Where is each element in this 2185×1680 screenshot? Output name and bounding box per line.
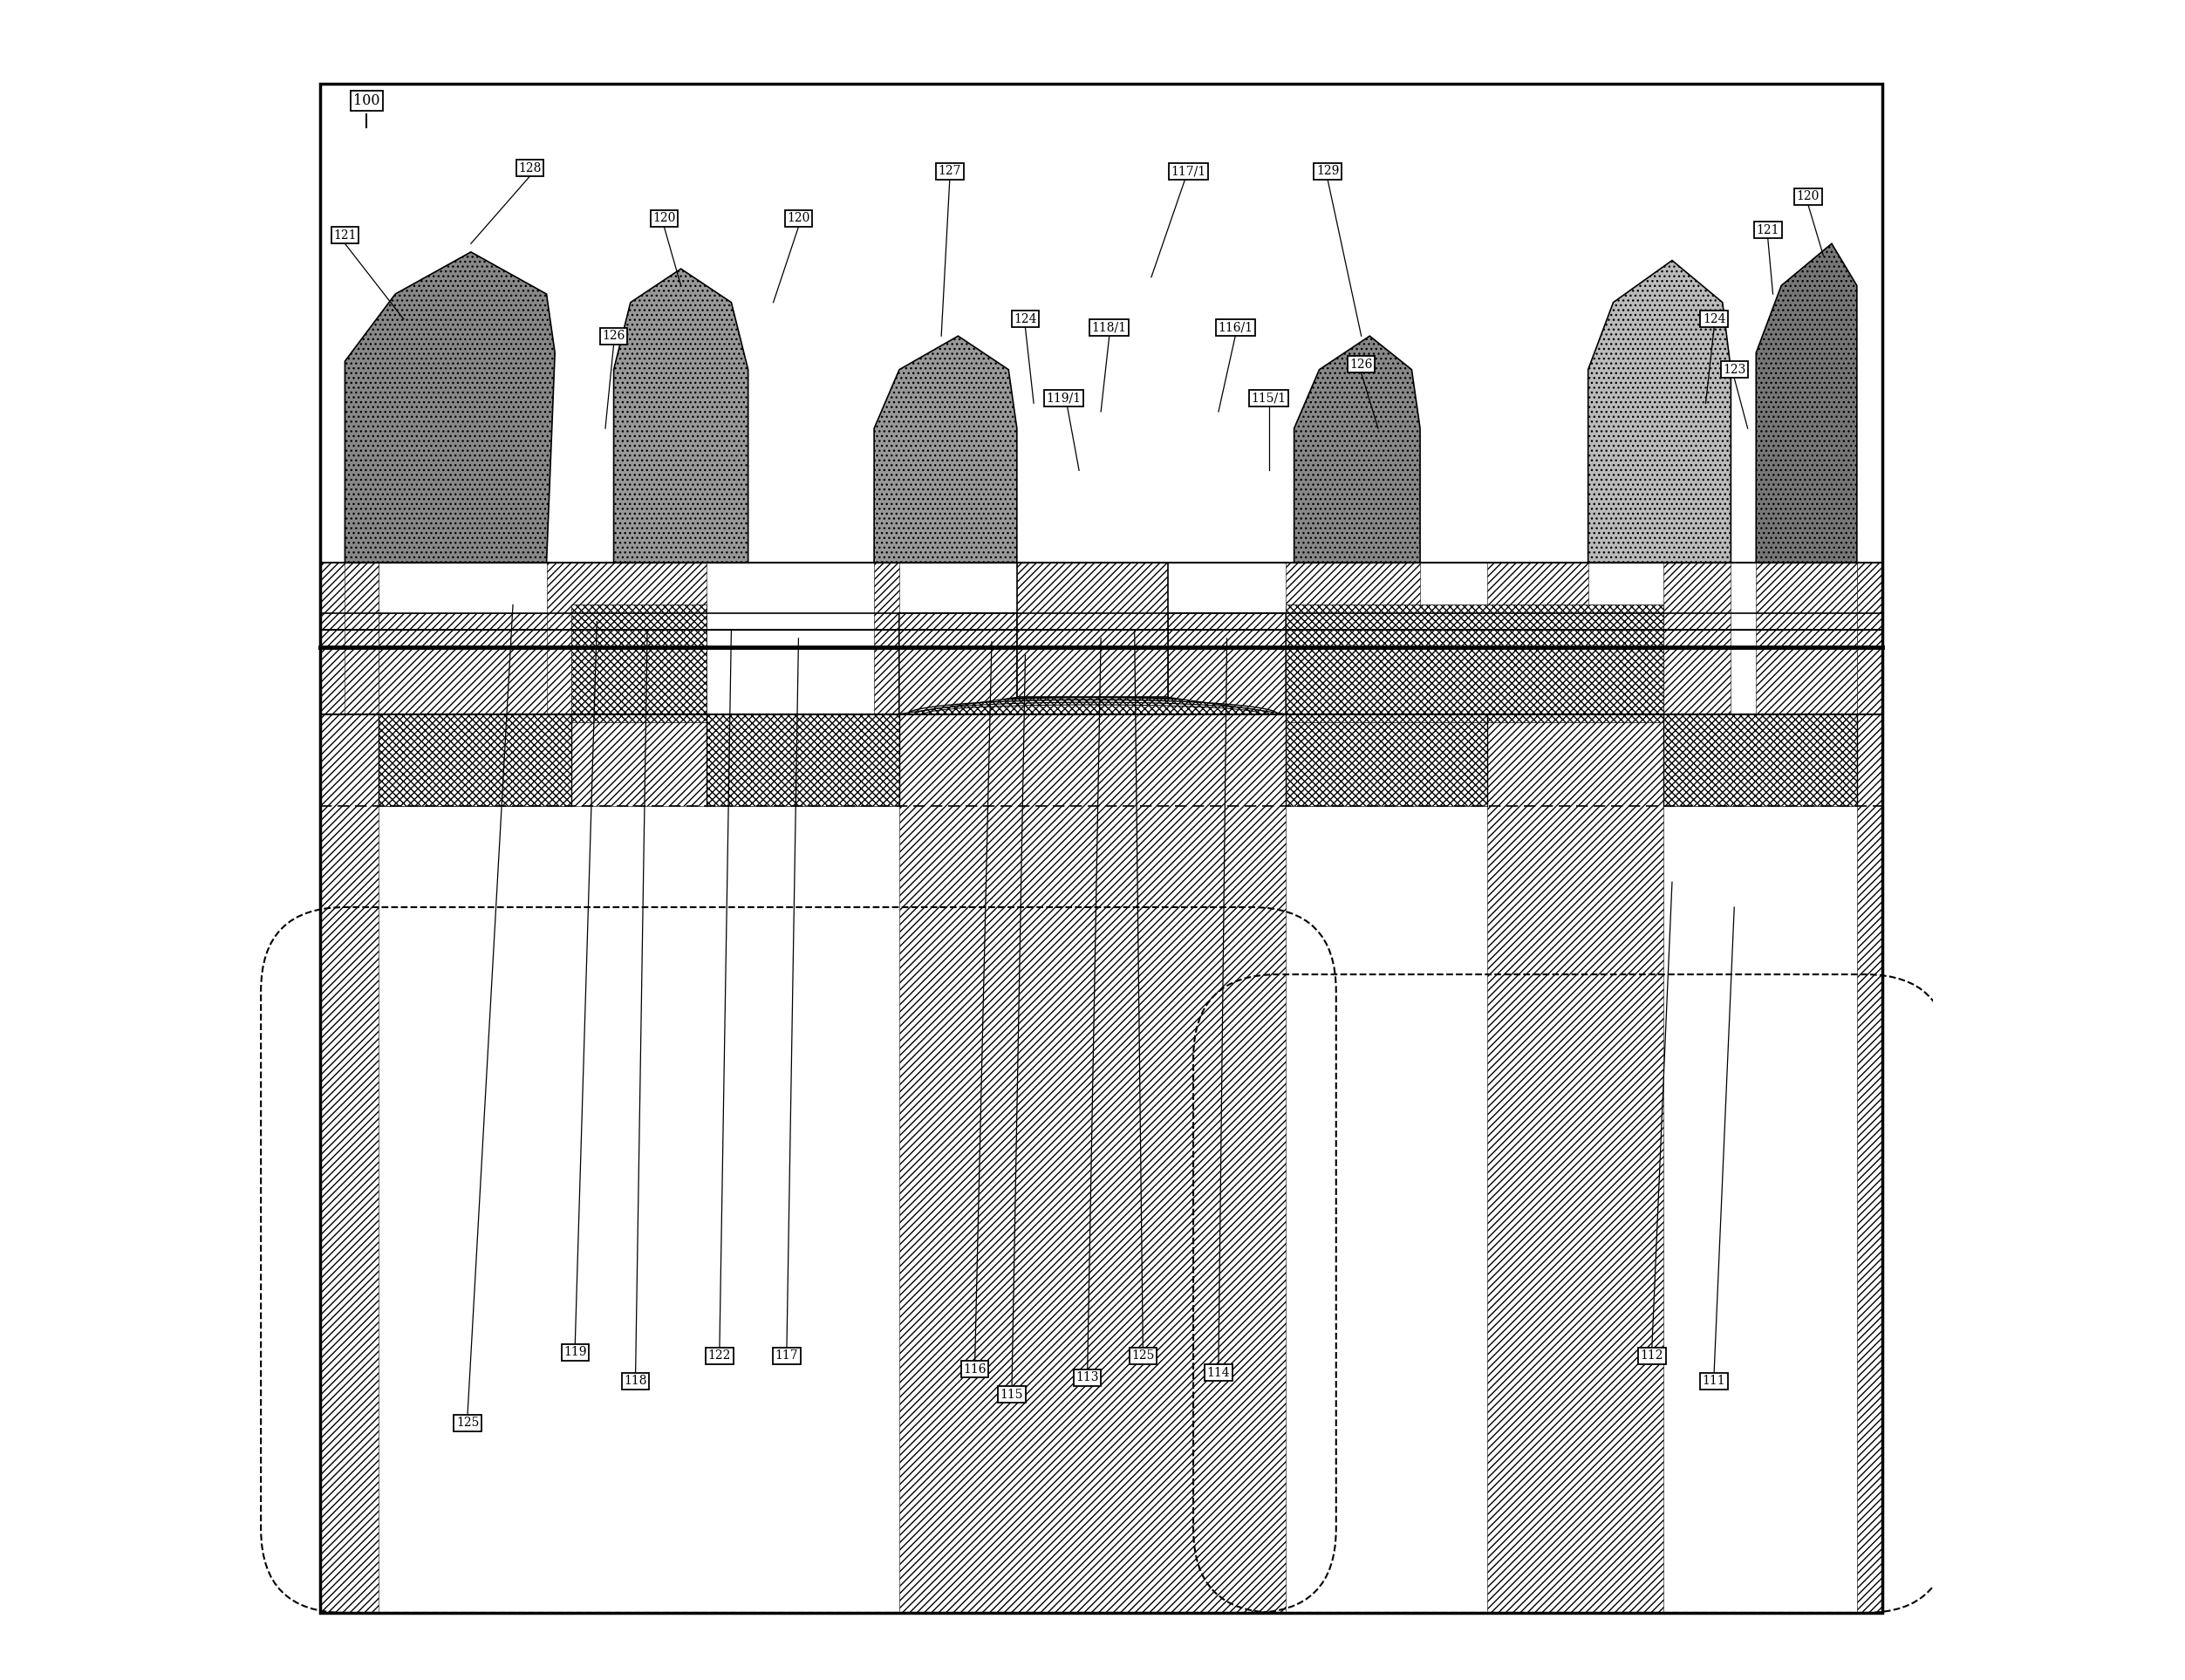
Polygon shape	[900, 613, 1285, 714]
Text: 111: 111	[1702, 1374, 1726, 1388]
Text: 120: 120	[787, 212, 811, 225]
Text: 121: 121	[1757, 223, 1779, 237]
Text: 119: 119	[564, 1346, 586, 1359]
Text: 119/1: 119/1	[1047, 391, 1082, 405]
Polygon shape	[1757, 244, 1857, 563]
Text: 124: 124	[1014, 312, 1038, 326]
Polygon shape	[706, 714, 900, 806]
Polygon shape	[1285, 605, 1663, 722]
Polygon shape	[572, 605, 706, 722]
Polygon shape	[900, 714, 1285, 1613]
Polygon shape	[319, 613, 706, 806]
Text: 115: 115	[1001, 1388, 1023, 1401]
Polygon shape	[1285, 563, 1420, 714]
Text: 123: 123	[1722, 363, 1746, 376]
Polygon shape	[1857, 714, 1881, 1613]
Polygon shape	[1663, 563, 1731, 714]
Polygon shape	[1857, 563, 1881, 714]
Text: 125: 125	[457, 1416, 479, 1430]
Polygon shape	[319, 714, 378, 1613]
Text: 129: 129	[1315, 165, 1339, 178]
Polygon shape	[1169, 613, 1285, 714]
Text: 113: 113	[1075, 1371, 1099, 1384]
Polygon shape	[345, 563, 378, 714]
Text: 120: 120	[653, 212, 675, 225]
Text: 117: 117	[776, 1349, 798, 1362]
Text: 122: 122	[708, 1349, 732, 1362]
Polygon shape	[1285, 714, 1488, 806]
Text: 112: 112	[1641, 1349, 1663, 1362]
Text: 116: 116	[964, 1362, 985, 1376]
Text: 121: 121	[334, 228, 356, 242]
Polygon shape	[345, 252, 555, 563]
Text: 115/1: 115/1	[1252, 391, 1287, 405]
Polygon shape	[874, 563, 900, 714]
Polygon shape	[1016, 563, 1169, 697]
Polygon shape	[1488, 714, 1663, 1613]
Polygon shape	[614, 269, 747, 563]
Polygon shape	[874, 336, 1016, 563]
Polygon shape	[378, 714, 572, 806]
Text: 125: 125	[1132, 1349, 1154, 1362]
Text: 126: 126	[603, 329, 625, 343]
Text: 117/1: 117/1	[1171, 165, 1206, 178]
Bar	[319, 806, 1881, 1613]
Text: 116/1: 116/1	[1217, 321, 1252, 334]
Text: 128: 128	[518, 161, 542, 175]
Polygon shape	[1488, 563, 1588, 714]
Polygon shape	[900, 613, 1016, 714]
Polygon shape	[546, 563, 706, 714]
Text: 127: 127	[937, 165, 961, 178]
Text: 124: 124	[1702, 312, 1726, 326]
Text: 114: 114	[1206, 1366, 1230, 1379]
Polygon shape	[900, 613, 1285, 714]
Polygon shape	[1294, 336, 1420, 563]
Polygon shape	[319, 563, 378, 714]
Text: 118/1: 118/1	[1092, 321, 1127, 334]
Text: 126: 126	[1350, 358, 1372, 371]
Text: 120: 120	[1796, 190, 1820, 203]
Text: 100: 100	[354, 94, 380, 108]
Text: 118: 118	[625, 1374, 647, 1388]
Polygon shape	[1757, 563, 1857, 714]
Polygon shape	[1663, 714, 1857, 806]
Polygon shape	[1588, 260, 1731, 563]
